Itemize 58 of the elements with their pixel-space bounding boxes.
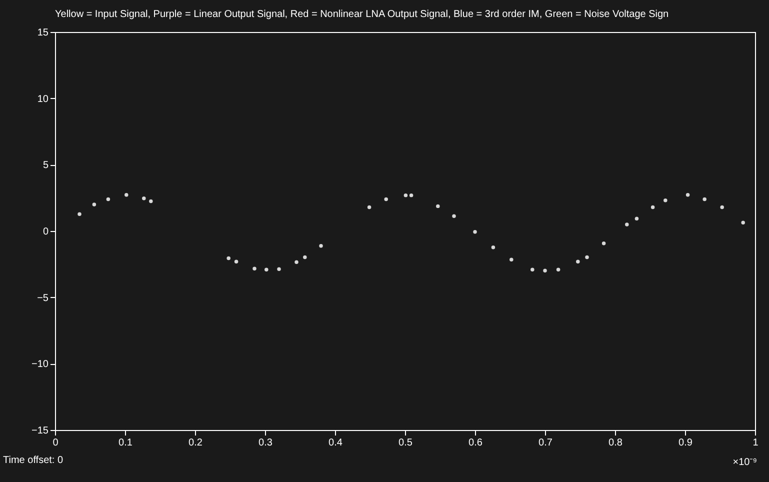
- point: [556, 268, 560, 272]
- y-tick-label: 15: [37, 28, 49, 38]
- x-tick-label: 0: [52, 438, 59, 448]
- x-tick-label: 0.1: [118, 438, 133, 448]
- y-tick-label: −5: [37, 292, 49, 304]
- point: [686, 193, 690, 197]
- text: Time offset: 0: [3, 455, 64, 466]
- x-tick-label: 0.6: [468, 438, 483, 448]
- point: [543, 268, 547, 273]
- y-tick-label: 10: [37, 94, 49, 105]
- point: [585, 255, 589, 260]
- point: [142, 196, 146, 200]
- x-tick-label: 1: [752, 438, 759, 448]
- x-tick-label: 0.7: [538, 438, 553, 448]
- point: [319, 244, 323, 248]
- point: [384, 197, 388, 202]
- y-tick-label: 5: [42, 160, 49, 172]
- point: [409, 193, 414, 198]
- point: [124, 193, 128, 197]
- point: [576, 260, 580, 264]
- point: [664, 198, 668, 202]
- point: [252, 266, 256, 271]
- x-tick-label: 0.8: [608, 438, 623, 448]
- point: [404, 193, 408, 198]
- point: [106, 197, 110, 202]
- point: [436, 204, 440, 208]
- chart-title: Yellow = Input Signal, Purple = Linear Output Signal, Red = Nonlinear LNA Output Signal, Blue = 3rd order IM, Green = Noise Voltage Sign: [55, 9, 669, 20]
- point: [510, 258, 514, 262]
- point: [650, 205, 655, 210]
- point: [277, 267, 281, 271]
- point: [234, 260, 238, 264]
- y-tick-label: 0: [42, 226, 49, 238]
- y-tick-label: −10: [32, 359, 49, 370]
- point: [473, 230, 477, 234]
- x-tick-label: 0.5: [398, 438, 413, 448]
- point: [720, 205, 724, 210]
- point: [226, 256, 230, 260]
- x-tick-label: 0.3: [258, 438, 273, 448]
- point: [702, 197, 706, 202]
- point: [625, 222, 629, 226]
- point: [78, 212, 82, 216]
- point: [530, 268, 534, 272]
- point: [303, 255, 307, 260]
- x-tick-label: 0.2: [188, 438, 203, 448]
- point: [452, 214, 456, 218]
- point: [602, 241, 606, 246]
- point: [149, 199, 153, 204]
- point: [634, 216, 639, 221]
- point: [92, 202, 96, 206]
- x-tick-label: 0.9: [678, 438, 693, 448]
- x-tick-label: 0.4: [328, 438, 343, 448]
- text: ×10⁻⁹: [732, 457, 757, 468]
- point: [367, 205, 372, 210]
- point: [264, 268, 268, 272]
- point: [294, 260, 298, 264]
- point: [491, 245, 496, 250]
- point: [741, 220, 745, 225]
- y-tick-label: −15: [32, 426, 49, 436]
